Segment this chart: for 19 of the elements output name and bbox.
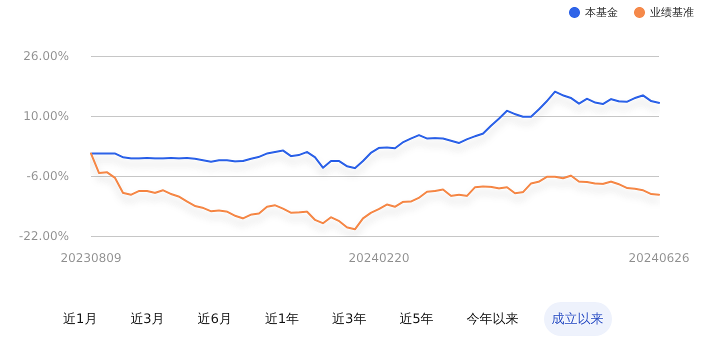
legend-label: 本基金 [585, 6, 618, 19]
text: 今年以来 [466, 311, 520, 329]
text: 近6月 [196, 311, 233, 329]
text: 近1年 [264, 311, 300, 329]
y-tick-label: 26.00% [23, 49, 69, 63]
text: 近1月 [62, 311, 98, 329]
line-series [90, 90, 660, 170]
text: 近3年 [331, 311, 368, 329]
legend-label: 业绩基准 [650, 6, 694, 19]
text: 近3月 [129, 311, 166, 329]
text: 近5年 [398, 311, 435, 329]
y-tick-label: -6.00% [26, 169, 69, 183]
y-tick-label: -22.00% [18, 229, 69, 243]
x-tick-label: 20240626 [628, 251, 690, 265]
text: 成立以来 [544, 302, 612, 336]
x-tick-label: 20240220 [348, 251, 410, 265]
y-tick-label: 10.00% [23, 109, 69, 123]
line-series [90, 152, 660, 230]
x-tick-label: 20230809 [60, 251, 122, 265]
